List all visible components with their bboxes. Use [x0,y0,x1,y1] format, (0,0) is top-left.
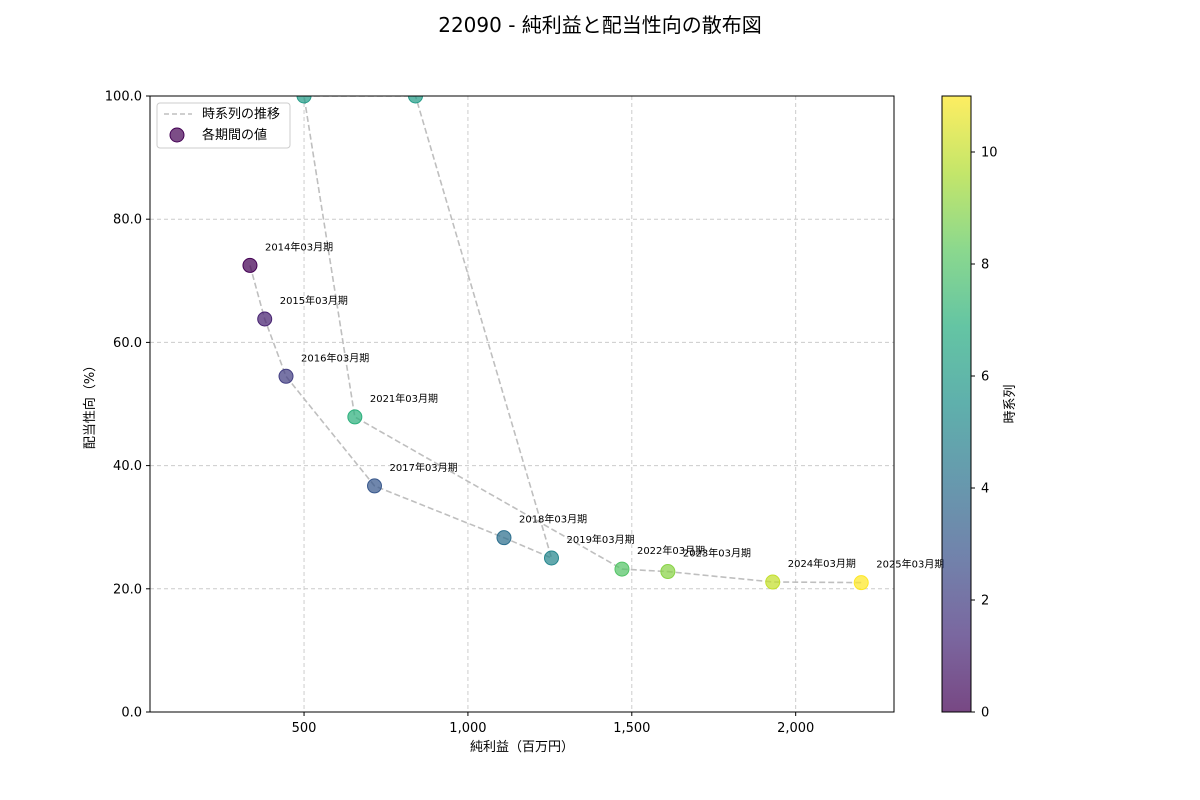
data-point [614,561,630,577]
x-tick-label: 500 [292,721,317,736]
data-point-label: 2024年03月期 [788,557,856,570]
colorbar-tick-label: 4 [981,482,989,497]
data-point [407,96,423,104]
x-tick-label: 1,500 [613,721,650,736]
y-axis-ticks: 0.0 20.0 40.0 60.0 80.0 100.0 [105,90,150,721]
data-point [347,409,363,425]
data-point-label: 2025年03月期 [876,558,944,571]
grid-lines [150,96,894,712]
x-tick-label: 1,000 [449,721,486,736]
colorbar-ticks: 0 2 4 6 8 10 [971,146,998,721]
legend-trend-label: 時系列の推移 [202,107,280,122]
x-tick-label: 2,000 [777,721,814,736]
colorbar-tick-label: 6 [981,370,989,385]
data-point [242,257,258,273]
data-point [296,96,312,104]
legend-points-swatch [169,127,185,143]
colorbar-tick-label: 0 [981,706,989,721]
data-point [257,311,273,327]
trend-line-layer [249,96,862,584]
points-layer [242,96,869,591]
y-tick-label: 80.0 [113,213,142,228]
data-point-label: 2015年03月期 [280,294,348,307]
y-axis-label: 配当性向（%） [82,359,98,449]
data-point-label: 2019年03月期 [566,533,634,546]
y-tick-label: 100.0 [105,90,142,105]
data-point [496,530,512,546]
data-point [278,368,294,384]
y-tick-label: 40.0 [113,459,142,474]
colorbar: 0 2 4 6 8 10 時系列 [941,95,1018,721]
y-tick-label: 20.0 [113,582,142,597]
x-axis-label: 純利益（百万円） [470,740,574,755]
colorbar-tick-label: 10 [981,146,998,161]
data-point [543,550,559,566]
data-point [367,478,383,494]
data-point-label: 2021年03月期 [370,392,438,405]
plot-frame [149,95,895,713]
colorbar-label: 時系列 [1003,384,1018,423]
colorbar-gradient [941,95,972,713]
chart-title: 22090 - 純利益と配当性向の散布図 [438,13,762,37]
y-tick-label: 0.0 [121,706,142,721]
y-tick-label: 60.0 [113,336,142,351]
legend: 時系列の推移 各期間の値 [156,102,291,149]
data-point [765,574,781,590]
data-point [660,564,676,580]
data-point-label: 2023年03月期 [683,547,751,560]
colorbar-tick-label: 2 [981,594,989,609]
legend-points-label: 各期間の値 [202,127,267,143]
point-labels-layer: 2014年03月期 2015年03月期 2016年03月期 2017年03月期 2018… [265,240,944,570]
data-point-label: 2014年03月期 [265,240,333,253]
data-point-label: 2018年03月期 [519,513,587,526]
x-axis-ticks: 500 1,000 1,500 2,000 [292,712,814,736]
data-point-label: 2017年03月期 [390,461,458,474]
colorbar-tick-label: 8 [981,258,989,273]
data-point-label: 2016年03月期 [301,351,369,364]
data-point-label: 2022年03月期 [637,544,705,557]
trend-line [249,96,862,584]
data-point [853,575,869,591]
